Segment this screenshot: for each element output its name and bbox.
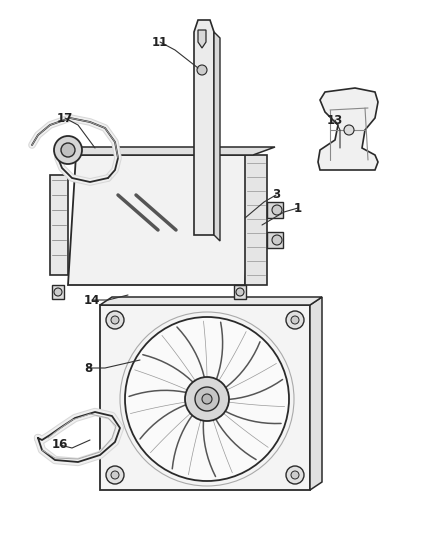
Circle shape: [291, 471, 299, 479]
Circle shape: [291, 316, 299, 324]
Text: 8: 8: [84, 361, 92, 375]
Polygon shape: [50, 175, 68, 275]
Polygon shape: [198, 30, 206, 48]
Circle shape: [111, 471, 119, 479]
Text: 16: 16: [52, 439, 68, 451]
Polygon shape: [100, 305, 310, 490]
Polygon shape: [245, 155, 267, 285]
Circle shape: [106, 466, 124, 484]
Polygon shape: [267, 232, 283, 248]
Circle shape: [125, 317, 289, 481]
Circle shape: [54, 288, 62, 296]
Circle shape: [54, 136, 82, 164]
Polygon shape: [194, 20, 214, 235]
Circle shape: [185, 377, 229, 421]
Polygon shape: [63, 147, 275, 155]
Circle shape: [272, 205, 282, 215]
Circle shape: [286, 466, 304, 484]
Circle shape: [286, 311, 304, 329]
Polygon shape: [100, 297, 322, 305]
Circle shape: [344, 125, 354, 135]
Text: 13: 13: [327, 114, 343, 126]
Bar: [63, 137, 73, 150]
Polygon shape: [52, 285, 64, 299]
Circle shape: [106, 311, 124, 329]
Circle shape: [197, 65, 207, 75]
Polygon shape: [234, 285, 246, 299]
Text: 3: 3: [272, 189, 280, 201]
Circle shape: [61, 143, 75, 157]
Polygon shape: [68, 155, 253, 285]
Polygon shape: [310, 297, 322, 490]
Polygon shape: [318, 88, 378, 170]
Text: 17: 17: [57, 111, 73, 125]
Polygon shape: [214, 32, 220, 241]
Text: 1: 1: [294, 201, 302, 214]
Text: 14: 14: [84, 294, 100, 306]
Polygon shape: [267, 202, 283, 218]
Text: 11: 11: [152, 36, 168, 49]
Circle shape: [236, 288, 244, 296]
Circle shape: [272, 235, 282, 245]
Circle shape: [195, 387, 219, 411]
Circle shape: [202, 394, 212, 404]
Circle shape: [111, 316, 119, 324]
